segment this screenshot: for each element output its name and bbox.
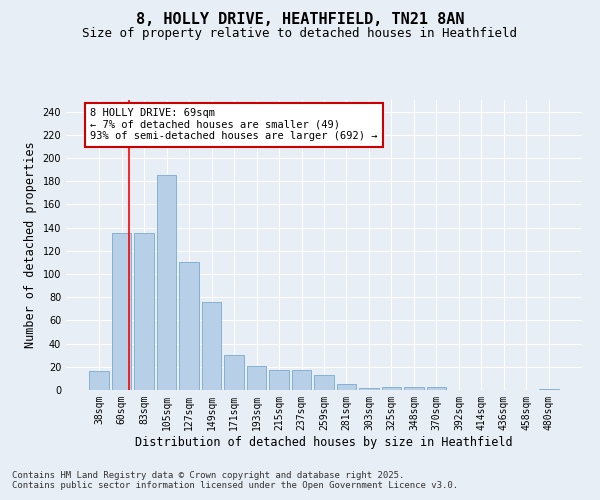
- Bar: [382, 386, 401, 390]
- Bar: [404, 386, 424, 390]
- Y-axis label: Number of detached properties: Number of detached properties: [24, 142, 37, 348]
- Bar: [202, 302, 221, 390]
- Text: 8 HOLLY DRIVE: 69sqm
← 7% of detached houses are smaller (49)
93% of semi-detach: 8 HOLLY DRIVE: 69sqm ← 7% of detached ho…: [90, 108, 377, 142]
- Bar: [224, 355, 244, 390]
- Text: Contains HM Land Registry data © Crown copyright and database right 2025.
Contai: Contains HM Land Registry data © Crown c…: [12, 470, 458, 490]
- Text: Size of property relative to detached houses in Heathfield: Size of property relative to detached ho…: [83, 28, 517, 40]
- Bar: [157, 176, 176, 390]
- Bar: [359, 388, 379, 390]
- Bar: [427, 386, 446, 390]
- Bar: [314, 375, 334, 390]
- Bar: [292, 370, 311, 390]
- Bar: [247, 366, 266, 390]
- Bar: [134, 234, 154, 390]
- Text: 8, HOLLY DRIVE, HEATHFIELD, TN21 8AN: 8, HOLLY DRIVE, HEATHFIELD, TN21 8AN: [136, 12, 464, 28]
- Bar: [112, 234, 131, 390]
- Bar: [179, 262, 199, 390]
- X-axis label: Distribution of detached houses by size in Heathfield: Distribution of detached houses by size …: [135, 436, 513, 448]
- Bar: [337, 384, 356, 390]
- Bar: [89, 372, 109, 390]
- Bar: [269, 370, 289, 390]
- Bar: [539, 389, 559, 390]
